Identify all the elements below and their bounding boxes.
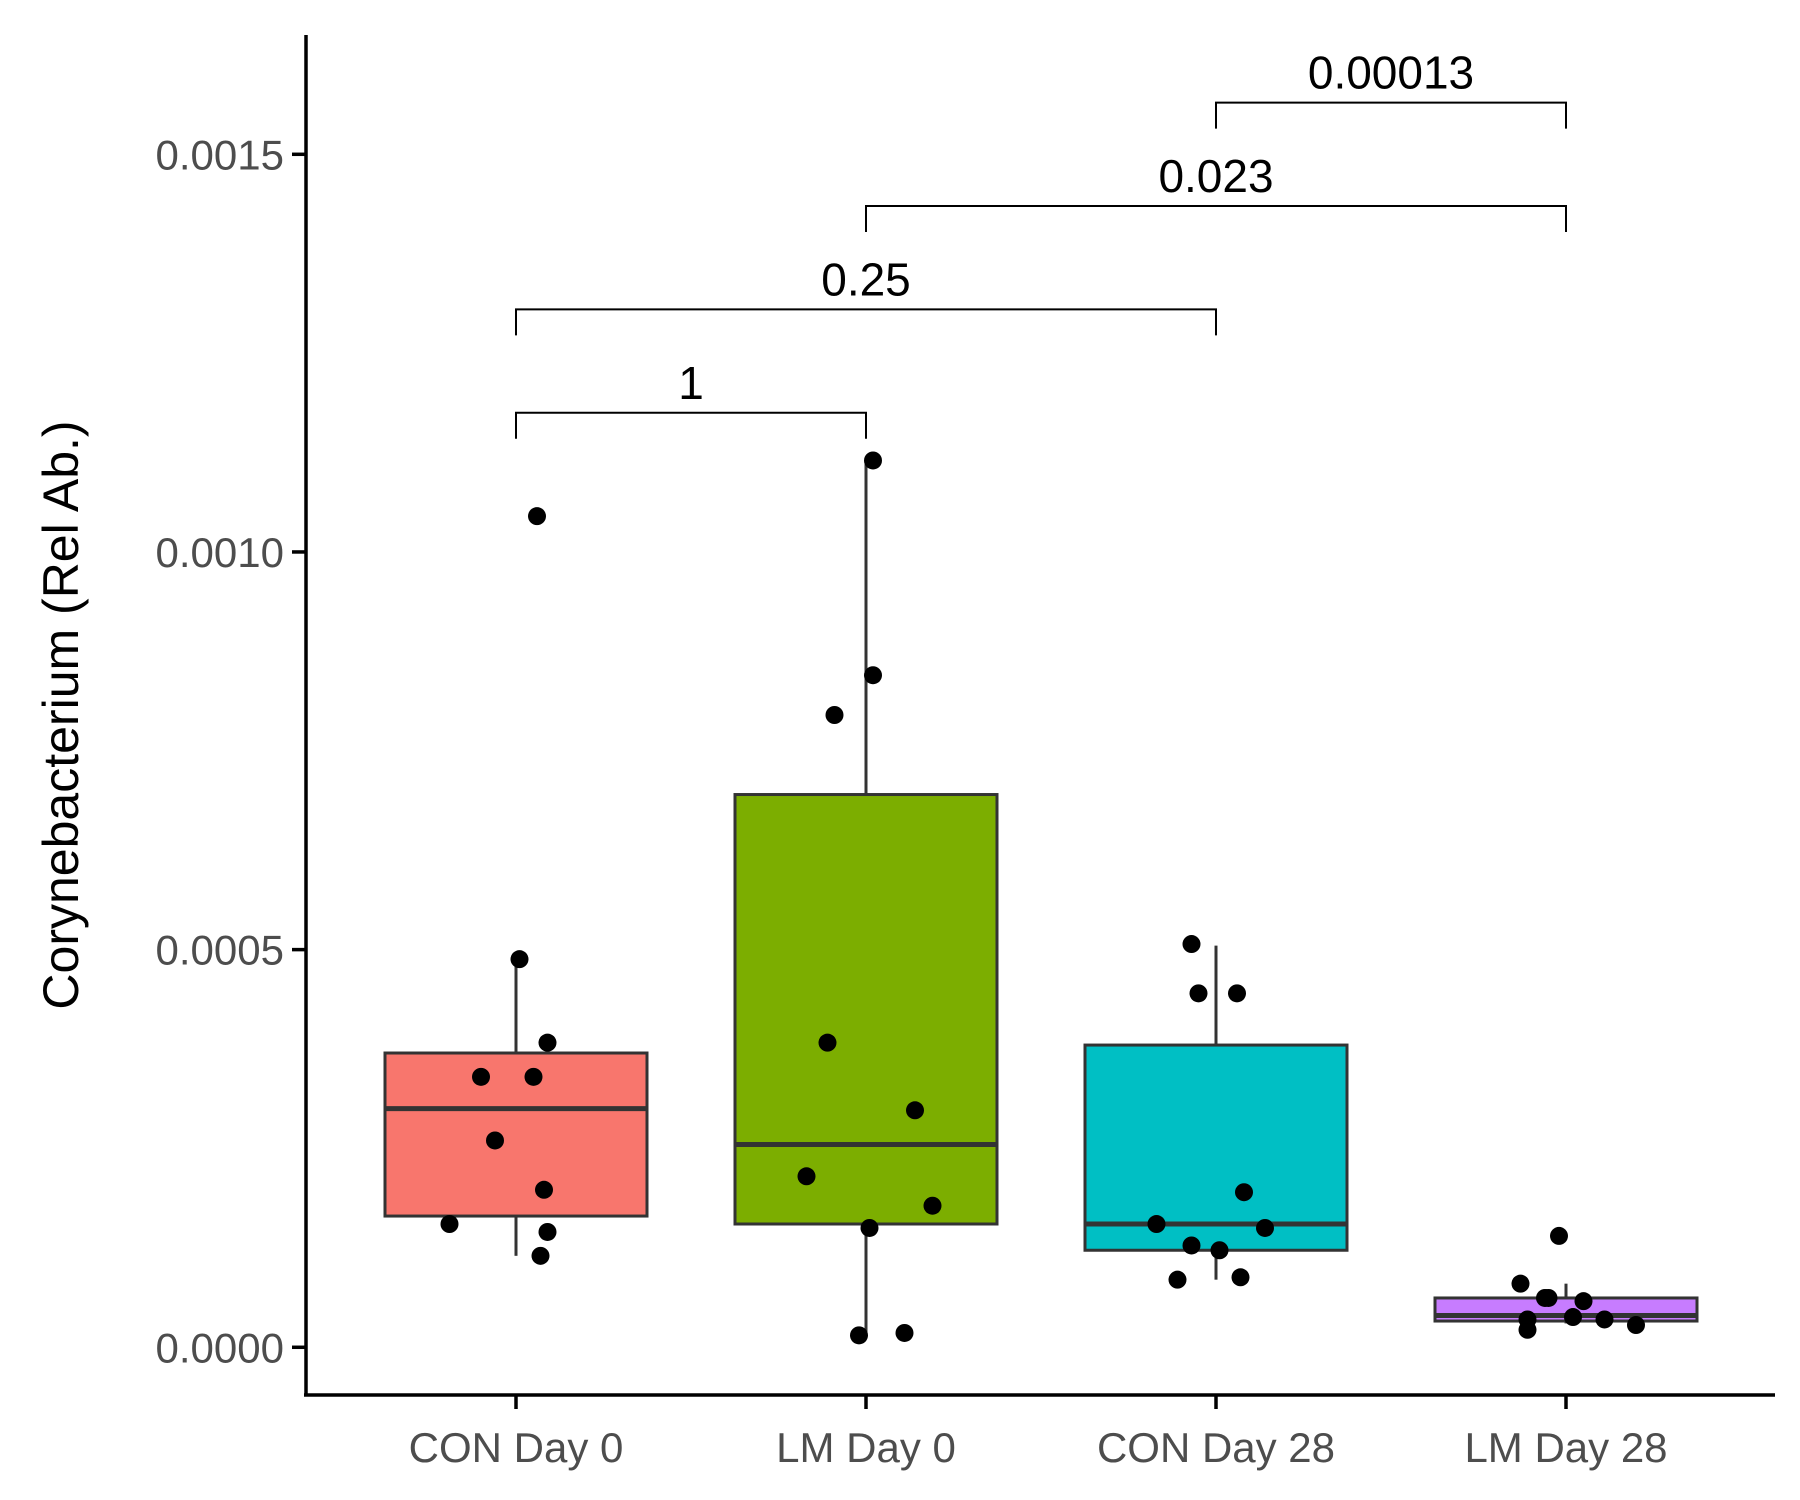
data-point [864,666,882,685]
y-axis-title: Corynebacterium (Rel Ab.) [33,420,89,1009]
data-point [1231,1268,1250,1287]
data-point [818,1033,837,1052]
data-point [860,1218,879,1237]
y-ticks: 0.0000 0.0005 0.0010 0.0015 [156,131,306,1371]
data-point [510,950,529,969]
x-tick-label: CON Day 0 [409,1424,624,1471]
data-point [538,1033,557,1052]
box-con-day-0 [383,961,649,1256]
data-point [1539,1288,1558,1307]
data-point [1256,1218,1274,1237]
box-iqr [383,1051,649,1218]
p-value-label: 0.023 [1158,150,1273,202]
box-iqr [1083,1043,1349,1252]
data-point [864,451,882,470]
data-point [1518,1320,1537,1339]
bracket-line [865,204,1567,232]
data-point [1182,1236,1201,1255]
axes [304,35,1775,1397]
box-con-day-28 [1083,945,1349,1280]
comparison-bracket: 0.00013 [1215,47,1567,129]
x-tick-label: LM Day 0 [776,1424,956,1471]
bracket-line [1215,101,1567,129]
bracket-line [515,308,1217,336]
data-point [895,1323,914,1342]
data-point [1147,1215,1166,1234]
y-tick-label: 0.0015 [156,131,284,178]
data-point [850,1326,868,1345]
data-point [797,1167,816,1186]
data-point [1511,1274,1530,1293]
data-point [538,1222,557,1241]
p-value-label: 0.25 [821,253,911,305]
data-point [1574,1292,1593,1311]
data-point [1182,935,1201,954]
data-point [1564,1308,1582,1327]
comparison-bracket: 1 [515,357,867,439]
data-point [1595,1310,1614,1329]
x-ticks: CON Day 0 LM Day 0 CON Day 28 LM Day 28 [409,1395,1668,1471]
bracket-line [515,411,867,439]
data-point [1550,1226,1568,1245]
data-point [1627,1316,1645,1335]
data-point [1235,1183,1253,1202]
data-point [472,1067,490,1086]
box-iqr [733,793,999,1226]
data-point [528,507,546,526]
x-tick-label: LM Day 28 [1464,1424,1667,1471]
p-value-label: 1 [678,357,704,409]
y-tick-label: 0.0000 [156,1324,284,1371]
significance-brackets: 1 0.25 0.023 0.00013 [515,47,1567,439]
data-point [531,1246,550,1265]
data-point [535,1180,553,1199]
data-point [486,1131,504,1150]
box-lm-day-0 [733,460,999,1336]
data-point [524,1067,543,1086]
data-point [1210,1241,1229,1260]
x-tick-label: CON Day 28 [1097,1424,1335,1471]
data-point [906,1101,924,1120]
data-point [1168,1270,1187,1289]
y-tick-label: 0.0005 [156,927,284,974]
data-point [825,706,844,724]
data-point [440,1215,459,1234]
comparison-bracket: 0.25 [515,253,1217,336]
y-tick-label: 0.0010 [156,529,284,576]
data-points [440,451,1645,1345]
data-point [1228,984,1246,1003]
p-value-label: 0.00013 [1308,47,1474,99]
comparison-bracket: 0.023 [865,150,1567,232]
boxes [383,460,1699,1336]
data-point [1189,984,1208,1003]
data-point [923,1196,942,1215]
